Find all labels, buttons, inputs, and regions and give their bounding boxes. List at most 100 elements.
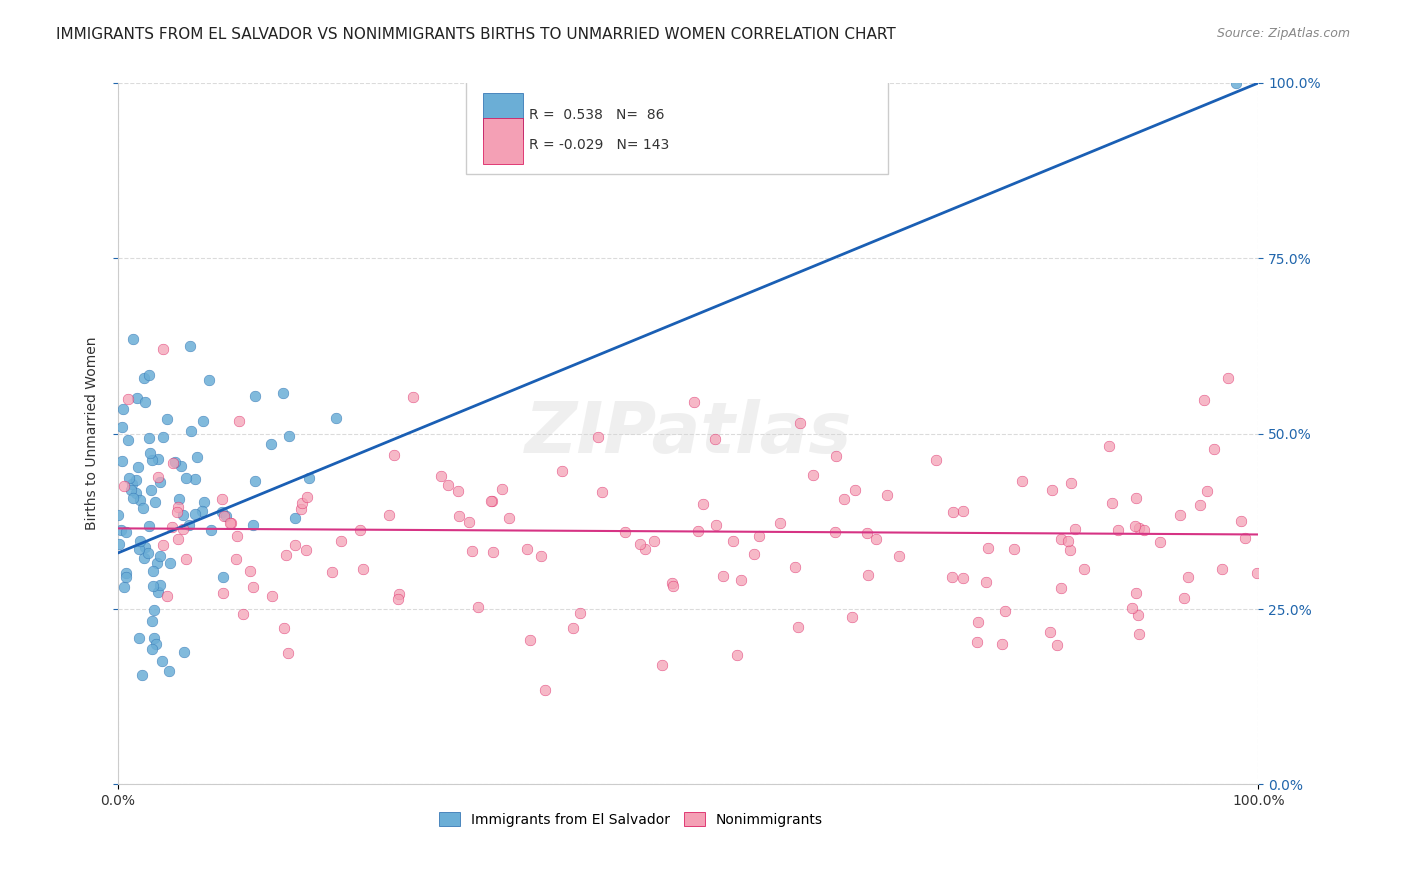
Point (152, 343, 174, 357)
Point (198, 373, 221, 387)
Point (481, 494, 503, 508)
Point (159, 556, 181, 570)
Point (295, 543, 318, 558)
Point (447, 483, 470, 498)
Point (1216, 370, 1239, 384)
Point (167, 532, 190, 546)
Point (789, 416, 811, 430)
Text: R =  0.538   N=  86: R = 0.538 N= 86 (529, 108, 664, 121)
Point (138, 518, 160, 533)
Point (1098, 439, 1121, 453)
Point (876, 487, 898, 501)
Point (352, 562, 374, 576)
Point (214, 508, 236, 523)
Point (129, 534, 152, 549)
Point (515, 541, 537, 556)
Point (1002, 541, 1025, 556)
Point (491, 483, 513, 497)
Point (561, 622, 583, 636)
Point (1188, 499, 1211, 513)
Point (125, 485, 148, 500)
Point (143, 631, 166, 645)
Point (742, 548, 765, 562)
Point (1123, 518, 1146, 533)
Point (994, 604, 1017, 618)
Text: Source: ZipAtlas.com: Source: ZipAtlas.com (1216, 27, 1350, 40)
Point (378, 508, 401, 523)
Legend: Immigrants from El Salvador, Nonimmigrants: Immigrants from El Salvador, Nonimmigran… (433, 805, 830, 833)
Point (156, 589, 179, 603)
Point (284, 510, 307, 524)
Point (686, 524, 709, 539)
Point (134, 395, 156, 409)
Point (146, 451, 169, 466)
Point (134, 551, 156, 566)
Point (1050, 533, 1073, 547)
Point (704, 517, 727, 532)
Point (211, 492, 233, 507)
Point (157, 664, 180, 678)
Point (278, 429, 301, 443)
Point (114, 479, 136, 493)
Point (226, 529, 249, 543)
Point (260, 589, 283, 603)
Point (179, 339, 201, 353)
Point (1050, 581, 1073, 595)
Point (482, 545, 505, 559)
Point (651, 657, 673, 672)
Point (1038, 625, 1060, 640)
Point (277, 647, 299, 661)
Point (801, 468, 824, 483)
Point (107, 508, 129, 522)
Point (844, 483, 866, 497)
Point (1197, 483, 1219, 498)
Point (1125, 491, 1147, 505)
Point (145, 637, 167, 651)
Point (824, 525, 846, 540)
Point (588, 430, 610, 444)
Point (239, 565, 262, 579)
Point (1225, 76, 1247, 90)
Point (193, 495, 215, 509)
Point (591, 484, 613, 499)
Point (139, 483, 162, 498)
Point (1177, 570, 1199, 584)
Point (115, 525, 138, 540)
Point (143, 495, 166, 509)
Point (211, 586, 233, 600)
Point (1060, 475, 1083, 490)
Point (533, 682, 555, 697)
Point (228, 413, 250, 427)
Point (152, 430, 174, 444)
Point (273, 385, 295, 400)
Point (467, 599, 489, 614)
Point (141, 614, 163, 628)
Point (519, 632, 541, 647)
Point (149, 578, 172, 592)
Point (128, 493, 150, 508)
Point (177, 518, 200, 533)
Point (211, 505, 233, 519)
Point (1168, 508, 1191, 522)
Point (128, 541, 150, 556)
Point (966, 635, 988, 649)
Point (447, 508, 470, 523)
Point (148, 470, 170, 484)
Point (174, 471, 197, 485)
Point (131, 667, 153, 681)
Point (692, 497, 714, 511)
Point (437, 477, 460, 491)
Point (832, 492, 855, 507)
Text: IMMIGRANTS FROM EL SALVADOR VS NONIMMIGRANTS BIRTHS TO UNMARRIED WOMEN CORRELATI: IMMIGRANTS FROM EL SALVADOR VS NONIMMIGR… (56, 27, 896, 42)
Point (711, 568, 734, 582)
Point (111, 454, 134, 468)
Point (122, 332, 145, 346)
Point (191, 414, 214, 428)
Point (111, 420, 134, 434)
Point (128, 631, 150, 645)
Point (290, 501, 312, 516)
Point (1194, 393, 1216, 408)
Point (786, 620, 808, 634)
Point (551, 464, 574, 478)
Point (115, 570, 138, 584)
